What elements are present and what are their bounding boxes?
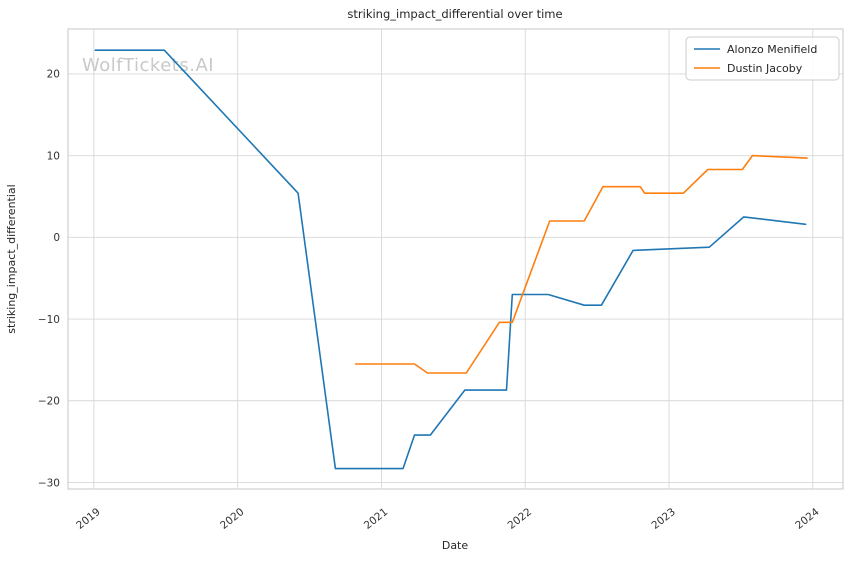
series-line-alonzo-menifield	[94, 49, 807, 470]
gridlines	[68, 29, 843, 489]
legend-label-alonzo: Alonzo Menifield	[727, 43, 817, 56]
y-tick-labels: 20 10 0 −10 −20 −30	[38, 69, 60, 490]
y-tick-label: 20	[47, 69, 60, 81]
chart-title: striking_impact_differential over time	[347, 7, 562, 21]
series-line-dustin-jacoby	[354, 154, 808, 374]
y-tick-label: −20	[38, 396, 60, 408]
y-tick-label: −10	[38, 314, 60, 326]
watermark: WolfTickets.AI	[82, 55, 214, 76]
legend-box	[685, 36, 840, 81]
plot-frame	[67, 28, 844, 490]
x-tick-labels: 2019 2020 2021 2022 2023 2024	[74, 506, 822, 532]
x-axis-label: Date	[442, 539, 469, 552]
y-axis-label: striking_impact_differential	[5, 184, 18, 333]
y-tick-label: 0	[53, 232, 60, 244]
x-tick-label: 2023	[649, 506, 677, 532]
y-tick-label: 10	[47, 150, 60, 162]
y-tick-label: −30	[38, 477, 60, 489]
x-tick-label: 2021	[362, 506, 390, 532]
x-tick-label: 2019	[74, 506, 102, 532]
plot-area	[68, 29, 843, 489]
legend: Alonzo Menifield Dustin Jacoby	[685, 36, 840, 81]
x-tick-label: 2022	[506, 506, 534, 532]
legend-label-dustin: Dustin Jacoby	[727, 62, 803, 75]
series-lines	[94, 49, 808, 470]
x-tick-label: 2020	[218, 506, 246, 532]
x-tick-label: 2024	[793, 506, 822, 532]
